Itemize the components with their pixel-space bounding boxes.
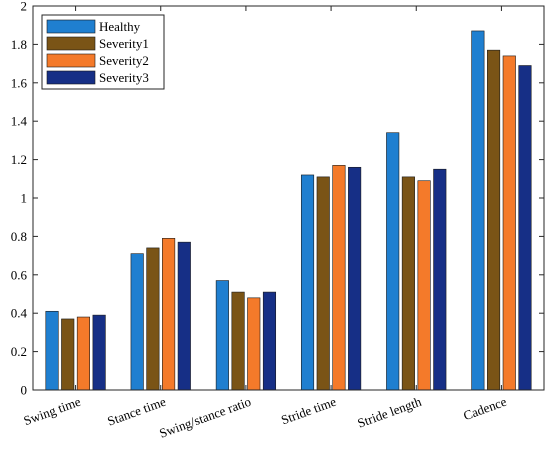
legend-label: Healthy xyxy=(99,19,141,34)
legend-swatch xyxy=(46,19,96,34)
bar-severity3-4 xyxy=(433,168,447,391)
x-tick-label: Swing time xyxy=(21,394,82,429)
x-tick-label: Stance time xyxy=(105,394,168,429)
bar-healthy-0 xyxy=(45,310,59,391)
y-tick-label: 1.2 xyxy=(11,152,27,167)
legend-label: Severity1 xyxy=(99,36,149,51)
x-tick-label: Cadence xyxy=(461,394,508,423)
y-tick-label: 1 xyxy=(21,191,28,206)
y-tick-label: 0 xyxy=(21,383,28,398)
bar-severity3-3 xyxy=(348,166,362,391)
bar-severity3-5 xyxy=(518,65,532,391)
y-tick-label: 1.8 xyxy=(11,37,27,52)
bar-severity3-0 xyxy=(92,314,106,391)
x-tick-label: Stride length xyxy=(355,394,423,431)
y-axis: 0 0.2 0.4 0.6 0.8 1 1.2 1.4 1.6 1.8 2 xyxy=(11,0,544,398)
bar-severity1-2 xyxy=(231,291,245,391)
legend-swatch xyxy=(46,70,96,85)
bar-severity2-0 xyxy=(76,316,90,391)
y-tick-label: 1.6 xyxy=(11,75,28,90)
bar-severity3-2 xyxy=(262,291,277,391)
bar-severity1-4 xyxy=(401,176,415,391)
legend-label: Severity3 xyxy=(99,70,149,85)
x-tick-label: Swing/stance ratio xyxy=(157,394,253,441)
bar-healthy-1 xyxy=(130,253,144,391)
bar-severity2-3 xyxy=(332,165,346,391)
y-tick-label: 0.4 xyxy=(11,306,28,321)
bar-healthy-3 xyxy=(300,174,315,391)
legend: Healthy Severity1 Severity2 Severity3 xyxy=(41,14,165,90)
bar-severity2-2 xyxy=(247,297,261,391)
bars-group xyxy=(45,30,532,391)
legend-swatch xyxy=(46,36,96,51)
y-tick-label: 1.4 xyxy=(11,114,28,129)
bar-severity1-0 xyxy=(61,318,75,391)
bar-severity1-1 xyxy=(146,247,160,391)
legend-swatch xyxy=(46,53,96,68)
bar-severity1-5 xyxy=(487,49,501,391)
y-tick-label: 0.8 xyxy=(11,229,27,244)
x-tick-label: Stride time xyxy=(279,394,338,428)
bar-severity2-5 xyxy=(502,55,516,391)
bar-severity2-1 xyxy=(162,238,176,391)
y-tick-label: 2 xyxy=(21,0,28,14)
bar-severity3-1 xyxy=(177,241,191,391)
y-tick-label: 0.2 xyxy=(11,344,27,359)
bar-healthy-5 xyxy=(471,30,485,391)
y-tick-label: 0.6 xyxy=(11,267,28,282)
bar-severity2-4 xyxy=(417,180,431,391)
bar-severity1-3 xyxy=(316,176,330,391)
bar-healthy-2 xyxy=(215,280,229,391)
legend-label: Severity2 xyxy=(99,53,149,68)
bar-healthy-4 xyxy=(386,132,400,391)
